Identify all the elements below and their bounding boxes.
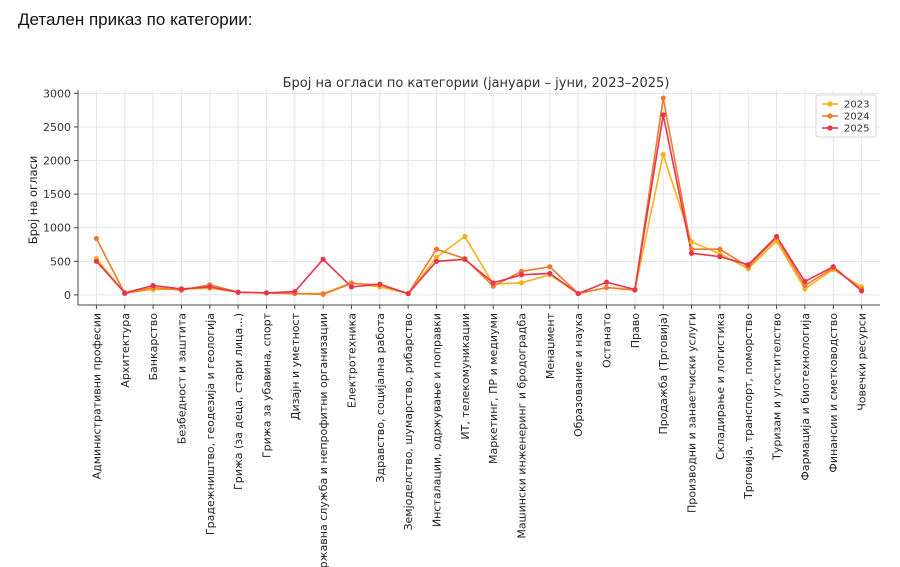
x-tick-label: Складирање и логистика — [714, 313, 727, 460]
x-tick-label: Останато — [601, 313, 614, 368]
axes — [74, 90, 880, 309]
chart-title: Број на огласи по категории (јануари – ј… — [283, 76, 670, 91]
x-tick-label: Архитектура — [119, 313, 132, 388]
data-point-2025 — [207, 284, 213, 290]
data-point-2024 — [660, 95, 666, 101]
y-tick-label: 2500 — [43, 121, 71, 134]
x-tick-label: Дизајн и уметност — [289, 312, 302, 420]
data-point-2025 — [575, 290, 581, 297]
data-point-2025 — [632, 286, 638, 293]
legend-entry-label: 2025 — [844, 124, 869, 135]
data-point-2025 — [150, 282, 156, 289]
data-point-2024 — [802, 282, 808, 289]
x-tick-label: Здравство, социјална работа — [374, 313, 387, 483]
y-tick-label: 3000 — [43, 87, 71, 100]
data-point-2024 — [688, 246, 695, 252]
data-point-2025 — [518, 272, 525, 278]
data-point-2024 — [433, 246, 440, 252]
data-point-2025 — [717, 254, 723, 260]
data-point-2023 — [433, 254, 440, 260]
data-point-2025 — [263, 290, 270, 296]
data-point-2023 — [688, 239, 695, 245]
data-point-2025 — [433, 258, 440, 264]
data-point-2025 — [802, 278, 808, 285]
x-tick-label: Менаџмент — [544, 312, 557, 379]
data-point-2025 — [660, 112, 666, 118]
legend-swatch-point — [827, 125, 833, 131]
x-tick-label: Државна служба и непрофитни организации — [317, 313, 330, 567]
data-point-2023 — [518, 280, 525, 286]
series-line-2024 — [95, 97, 863, 296]
data-point-2024 — [603, 284, 610, 291]
data-point-2025 — [745, 262, 751, 268]
x-tick-label: Административни професии — [90, 313, 103, 479]
data-point-2025 — [292, 288, 298, 295]
y-tick-label: 0 — [64, 289, 71, 302]
x-tick-label: Безбедност и заштита — [175, 313, 188, 444]
data-point-2023 — [660, 151, 666, 158]
data-point-2025 — [235, 289, 241, 295]
data-point-2024 — [717, 246, 723, 252]
x-tick-label: Трговија, транспорт, поморство — [742, 313, 755, 500]
data-point-2025 — [490, 280, 496, 286]
data-point-2025 — [348, 284, 355, 290]
x-tick-label: Маркетинг, ПР и медиуми — [487, 313, 500, 464]
x-tick-label: Банкарство — [147, 313, 160, 381]
x-tick-label: Инсталации, одржување и поправки — [430, 313, 443, 527]
x-tick-label: Право — [629, 313, 642, 348]
x-tick-label: Грижа (за деца, стари лица...) — [232, 313, 245, 490]
y-tick-label: 1000 — [43, 222, 71, 235]
legend-entry-label: 2024 — [844, 112, 869, 123]
data-point-2025 — [603, 279, 610, 285]
data-point-2024 — [93, 235, 100, 242]
x-tick-label: Човечки ресурси — [856, 313, 869, 411]
series-points — [93, 95, 865, 297]
y-tick-label: 2000 — [43, 155, 71, 168]
x-tick-label: Градежништво, геодезија и геологија — [204, 313, 217, 535]
x-tick-label: Финансии и сметководство — [827, 313, 840, 473]
data-point-2025 — [405, 290, 411, 297]
data-point-2025 — [688, 250, 695, 256]
x-tick-label: ИТ, телекомуникации — [459, 313, 472, 440]
x-tick-label: Производни и занаетчиски услуги — [686, 313, 699, 513]
data-point-2025 — [320, 256, 326, 262]
data-point-2024 — [320, 291, 326, 297]
legend-entry-label: 2023 — [844, 100, 869, 111]
series-lines — [95, 97, 863, 296]
y-tick-label: 1500 — [43, 188, 71, 201]
legend-swatch-point — [827, 113, 833, 119]
y-tick-labels: 0 500 1000 1500 2000 2500 3000 — [43, 87, 71, 302]
page-heading: Детален приказ по категории: — [18, 10, 253, 29]
x-tick-labels: Административни професии Архитектура Банка… — [90, 312, 868, 567]
data-point-2025 — [830, 264, 836, 270]
x-tick-label: Електротехника — [345, 313, 358, 408]
y-tick-label: 500 — [50, 255, 71, 268]
y-axis-label: Број на огласи — [26, 156, 40, 245]
data-point-2025 — [547, 270, 553, 277]
data-point-2023 — [462, 233, 468, 240]
x-tick-label: Фармација и биотехнологија — [799, 313, 812, 481]
data-point-2025 — [462, 256, 468, 262]
x-tick-label: Туризам и угостителство — [771, 313, 784, 461]
x-tick-label: Продажба (Трговија) — [657, 313, 670, 434]
data-point-2024 — [547, 264, 553, 270]
x-tick-label: Земјоделство, шумарство, рибарство — [402, 313, 415, 531]
data-point-2025 — [773, 233, 780, 240]
data-point-2025 — [377, 281, 383, 287]
legend-swatch-point — [827, 101, 833, 107]
data-point-2025 — [178, 286, 185, 292]
x-tick-label: Образование и наука — [572, 313, 585, 437]
data-point-2025 — [122, 290, 128, 296]
data-point-2025 — [93, 258, 100, 264]
series-line-2025 — [95, 114, 863, 295]
x-tick-label: Машински инженеринг и бродоградба — [516, 313, 529, 539]
x-tick-label: Грижа за убавина, спорт — [260, 312, 273, 458]
data-point-2025 — [858, 288, 865, 294]
